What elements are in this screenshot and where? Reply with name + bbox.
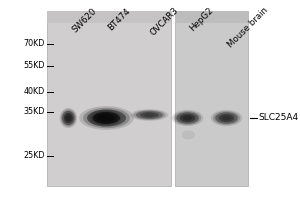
Ellipse shape	[182, 131, 195, 140]
Text: 70KD: 70KD	[24, 40, 45, 48]
Ellipse shape	[91, 111, 119, 125]
Ellipse shape	[61, 109, 76, 127]
Ellipse shape	[79, 106, 134, 130]
Text: HepG2: HepG2	[188, 6, 215, 33]
Ellipse shape	[88, 110, 122, 126]
Text: OVCAR3: OVCAR3	[148, 6, 180, 38]
Ellipse shape	[215, 112, 238, 124]
Ellipse shape	[213, 111, 240, 125]
Ellipse shape	[176, 112, 199, 124]
Ellipse shape	[222, 116, 231, 120]
Ellipse shape	[133, 110, 166, 120]
Ellipse shape	[136, 111, 163, 119]
Ellipse shape	[83, 108, 130, 128]
Bar	[46, 11, 171, 23]
Ellipse shape	[99, 115, 114, 121]
Ellipse shape	[180, 114, 195, 122]
Ellipse shape	[64, 113, 73, 123]
Ellipse shape	[93, 112, 117, 124]
Bar	[175, 11, 248, 23]
Text: BT474: BT474	[106, 6, 133, 32]
Text: 40KD: 40KD	[24, 88, 45, 97]
Ellipse shape	[172, 110, 203, 126]
Ellipse shape	[183, 116, 192, 120]
Ellipse shape	[130, 109, 168, 121]
Ellipse shape	[174, 111, 201, 125]
Ellipse shape	[87, 110, 126, 127]
Text: Mouse brain: Mouse brain	[226, 6, 270, 50]
Ellipse shape	[97, 114, 113, 122]
Bar	[46, 11, 171, 186]
Text: 35KD: 35KD	[24, 108, 45, 116]
Ellipse shape	[211, 110, 242, 126]
Ellipse shape	[140, 112, 159, 118]
Ellipse shape	[62, 111, 75, 125]
Text: SW620: SW620	[70, 6, 98, 34]
Ellipse shape	[60, 108, 77, 128]
Text: 25KD: 25KD	[23, 152, 45, 160]
Ellipse shape	[144, 113, 155, 117]
Text: 55KD: 55KD	[23, 62, 45, 71]
Text: SLC25A4: SLC25A4	[258, 114, 298, 122]
Ellipse shape	[93, 112, 120, 124]
Bar	[175, 11, 248, 186]
Ellipse shape	[219, 114, 234, 122]
Ellipse shape	[66, 115, 71, 121]
Ellipse shape	[100, 116, 110, 120]
